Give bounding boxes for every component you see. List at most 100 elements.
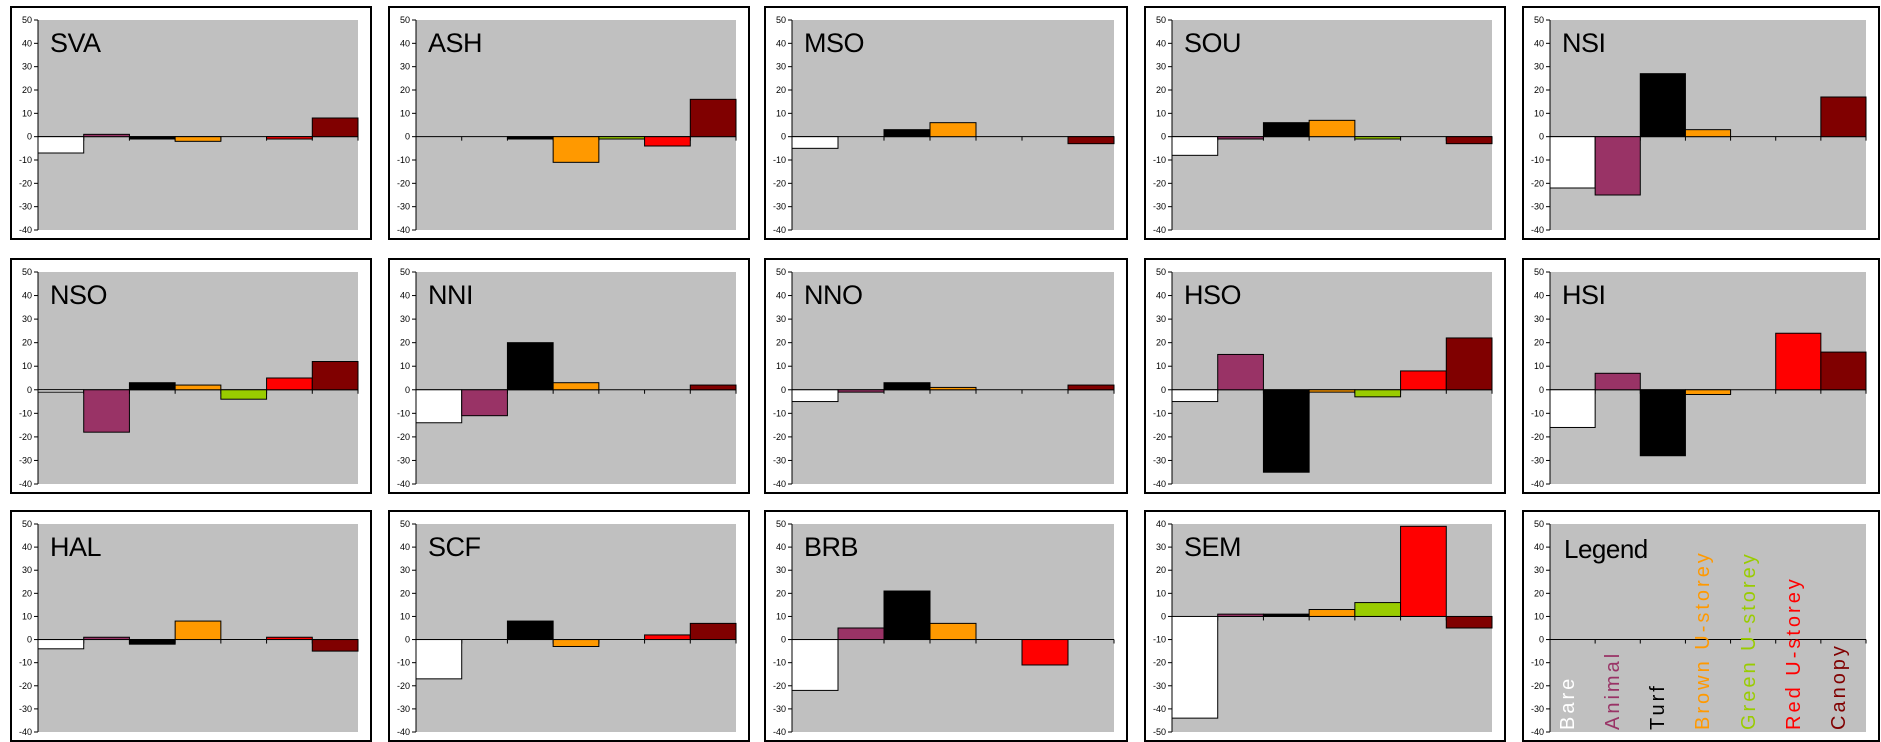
bar xyxy=(1445,136,1493,145)
bar xyxy=(1639,389,1686,457)
legend-item-brown-u-storey: Brown U-storey xyxy=(1692,550,1715,730)
bar xyxy=(174,136,222,142)
y-tick-label: 40 xyxy=(22,291,32,301)
y-tick-label: 30 xyxy=(776,565,786,575)
bar xyxy=(461,389,508,417)
y-tick-label: 40 xyxy=(1156,38,1166,48)
y-tick-label: 20 xyxy=(400,588,410,598)
chart-panel-hsi: -40 -30 -20 -10 0 10 20 30 40 50 HSI xyxy=(1522,258,1880,494)
bar xyxy=(929,622,977,641)
bar xyxy=(128,639,176,645)
y-tick-label: 50 xyxy=(1156,15,1166,25)
y-tick-label: -10 xyxy=(1531,408,1544,418)
bar xyxy=(174,384,222,391)
bar xyxy=(266,636,313,641)
bar xyxy=(598,136,646,140)
chart-svg: -40 -30 -20 -10 0 10 20 30 40 50 xyxy=(773,519,1115,737)
chart-panel-mso: -40 -30 -20 -10 0 10 20 30 40 50 MSO xyxy=(764,6,1128,240)
y-tick-label: 40 xyxy=(776,542,786,552)
plot-area xyxy=(416,272,736,484)
bar xyxy=(689,384,737,391)
chart-panel-nno: -40 -30 -20 -10 0 10 20 30 40 50 NNO xyxy=(764,258,1128,494)
bar xyxy=(1354,136,1402,140)
y-tick-label: -30 xyxy=(773,704,786,714)
y-tick-label: 20 xyxy=(400,85,410,95)
y-tick-label: -20 xyxy=(1153,658,1166,668)
panel-title: SEM xyxy=(1184,532,1242,562)
y-tick-label: 50 xyxy=(776,267,786,277)
y-tick-label: -30 xyxy=(1153,681,1166,691)
bar xyxy=(689,98,737,138)
panel-title: SCF xyxy=(428,532,481,562)
y-tick-label: 0 xyxy=(1539,385,1544,395)
y-tick-label: 20 xyxy=(400,338,410,348)
y-tick-label: -30 xyxy=(397,704,410,714)
y-tick-label: 20 xyxy=(22,588,32,598)
chart-panel-ash: -40 -30 -20 -10 0 10 20 30 40 50 ASH xyxy=(388,6,750,240)
bar xyxy=(128,382,176,391)
y-tick-label: -10 xyxy=(19,408,32,418)
bar xyxy=(1262,122,1310,138)
chart-panel-nso: -40 -30 -20 -10 0 10 20 30 40 50 NSO xyxy=(10,258,372,494)
panel-title: SOU xyxy=(1184,28,1242,58)
y-tick-label: -10 xyxy=(397,408,410,418)
y-tick-label: 30 xyxy=(776,314,786,324)
chart-panel-nsi: -40 -30 -20 -10 0 10 20 30 40 50 NSI xyxy=(1522,6,1880,240)
y-tick-label: 20 xyxy=(1156,85,1166,95)
y-tick-label: -30 xyxy=(19,704,32,714)
y-tick-label: -20 xyxy=(397,178,410,188)
y-tick-label: 40 xyxy=(22,542,32,552)
y-tick-label: 10 xyxy=(1534,361,1544,371)
y-tick-label: -10 xyxy=(1531,155,1544,165)
bar xyxy=(1820,351,1867,391)
y-tick-label: 10 xyxy=(776,108,786,118)
bar xyxy=(311,639,359,652)
y-tick-label: -10 xyxy=(19,658,32,668)
panel-title: SVA xyxy=(50,28,101,58)
y-tick-label: -40 xyxy=(397,479,410,489)
y-tick-label: 10 xyxy=(22,611,32,621)
y-tick-label: 0 xyxy=(405,635,410,645)
y-tick-label: 0 xyxy=(781,385,786,395)
y-tick-label: 30 xyxy=(1534,565,1544,575)
y-tick-label: 30 xyxy=(776,62,786,72)
bar xyxy=(506,620,554,641)
y-tick-label: 10 xyxy=(400,611,410,621)
bar xyxy=(311,117,359,138)
y-tick-label: 50 xyxy=(776,519,786,529)
y-tick-label: 20 xyxy=(1534,85,1544,95)
y-tick-label: 50 xyxy=(1534,267,1544,277)
panel-title: BRB xyxy=(804,532,859,562)
y-tick-label: -40 xyxy=(773,479,786,489)
bar xyxy=(83,133,130,138)
y-tick-label: -20 xyxy=(19,681,32,691)
bar xyxy=(220,389,268,400)
y-tick-label: -20 xyxy=(1531,178,1544,188)
y-tick-label: 10 xyxy=(776,361,786,371)
y-tick-label: -40 xyxy=(19,727,32,737)
bar xyxy=(83,389,130,433)
y-tick-label: 30 xyxy=(1156,314,1166,324)
y-tick-label: 0 xyxy=(1161,611,1166,621)
chart-svg: -50 -40 -30 -20 -10 0 10 20 30 40 xyxy=(1153,519,1493,737)
y-tick-label: -30 xyxy=(1531,202,1544,212)
bar xyxy=(37,389,85,393)
y-tick-label: 10 xyxy=(400,361,410,371)
bar xyxy=(1308,609,1356,617)
bar xyxy=(837,389,885,393)
y-tick-label: 40 xyxy=(1534,291,1544,301)
y-tick-label: 20 xyxy=(1534,338,1544,348)
y-tick-label: -10 xyxy=(1153,635,1166,645)
y-tick-label: 50 xyxy=(1156,267,1166,277)
y-tick-label: -10 xyxy=(19,155,32,165)
y-tick-label: -10 xyxy=(397,658,410,668)
y-tick-label: -40 xyxy=(397,727,410,737)
chart-svg: -40 -30 -20 -10 0 10 20 30 40 50 xyxy=(1531,519,1867,737)
y-tick-label: 0 xyxy=(1539,132,1544,142)
bar xyxy=(1354,389,1402,398)
y-tick-label: 10 xyxy=(1156,588,1166,598)
y-tick-label: 40 xyxy=(1156,519,1166,529)
y-tick-label: -30 xyxy=(1153,202,1166,212)
y-tick-label: 0 xyxy=(781,132,786,142)
panel-title: HSO xyxy=(1184,280,1242,310)
